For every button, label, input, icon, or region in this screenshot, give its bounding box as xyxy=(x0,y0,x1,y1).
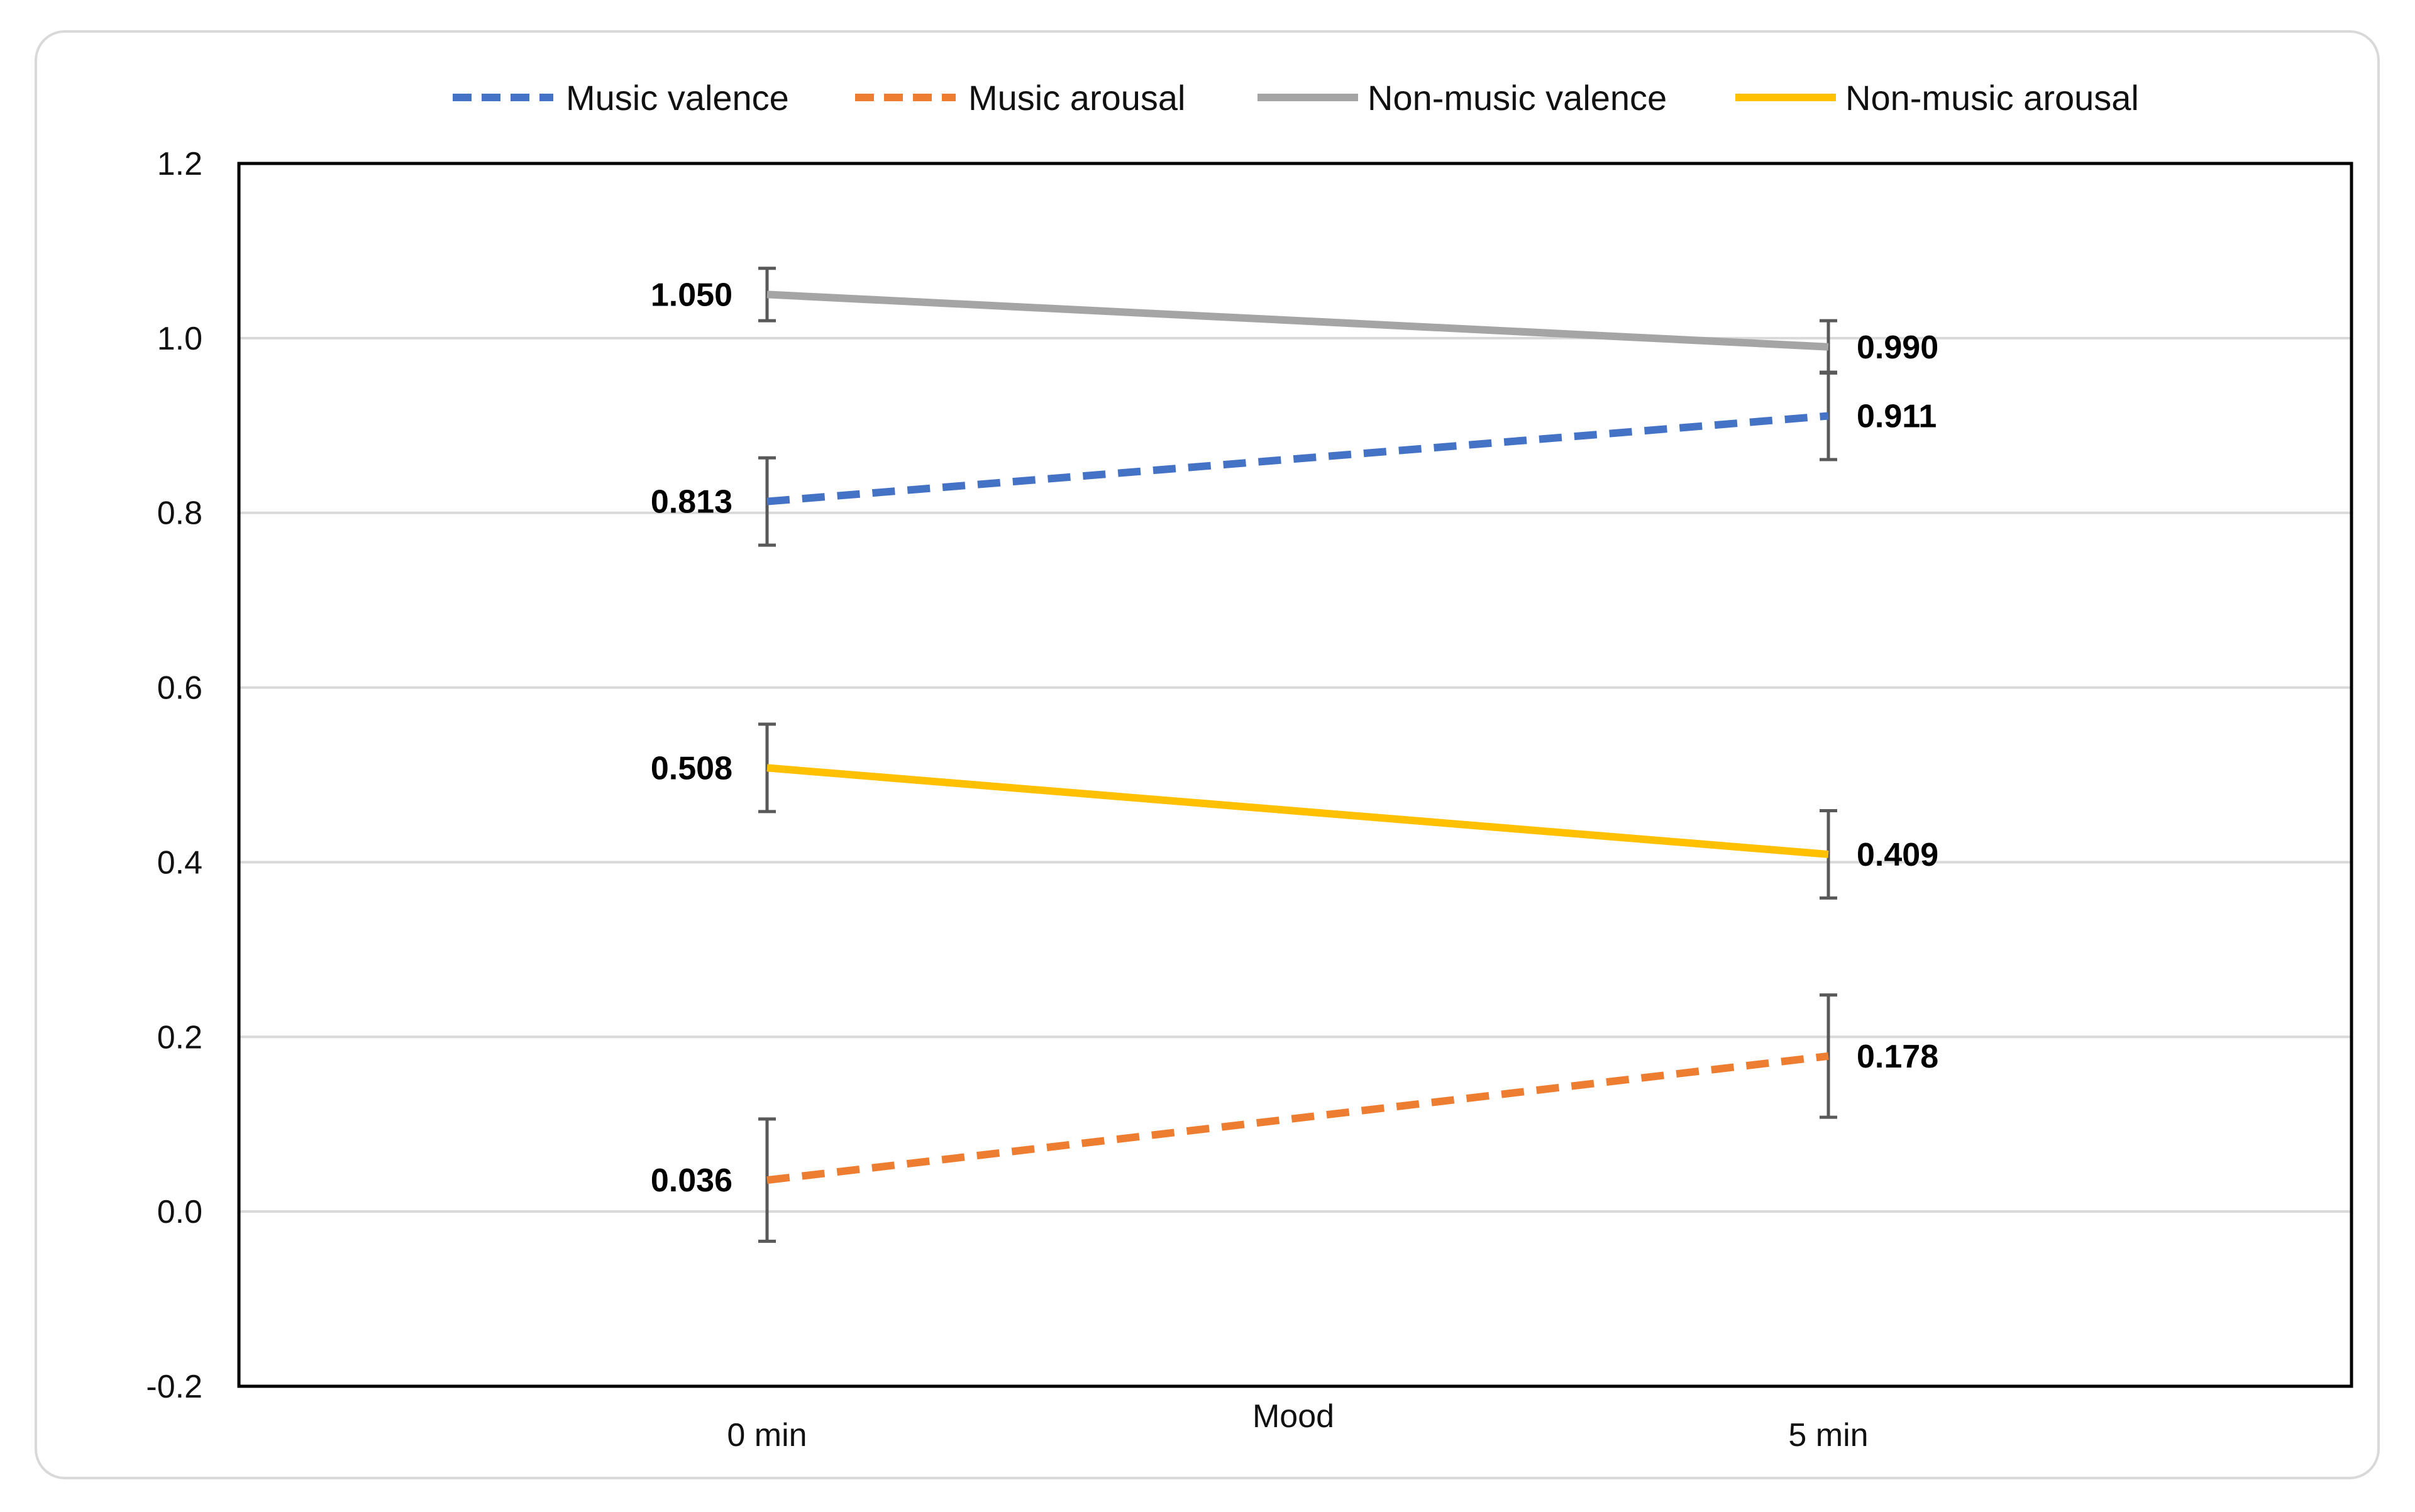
chart-frame xyxy=(35,30,2380,1479)
y-tick-label: 1.0 xyxy=(157,321,202,357)
legend-item: Non-music valence xyxy=(1257,78,1667,118)
data-label: 0.813 xyxy=(651,484,732,521)
y-tick-label: 0.4 xyxy=(157,844,202,881)
y-tick-label: -0.2 xyxy=(146,1369,202,1405)
legend-label: Non-music arousal xyxy=(1845,78,2139,118)
x-axis-title: Mood xyxy=(1252,1398,1334,1435)
x-tick-label: 5 min xyxy=(1788,1417,1868,1454)
y-tick-label: 0.2 xyxy=(157,1019,202,1056)
legend: Music valence Music arousal Non-music vale… xyxy=(453,78,2139,118)
data-label: 0.409 xyxy=(1857,837,1938,873)
data-label: 0.178 xyxy=(1857,1039,1938,1075)
legend-item: Music valence xyxy=(453,78,789,118)
data-label: 0.036 xyxy=(651,1162,732,1199)
series-line xyxy=(766,290,1829,351)
y-tick-label: 1.2 xyxy=(157,146,202,182)
data-label: 1.050 xyxy=(651,277,732,313)
y-tick-label: 0.8 xyxy=(157,495,202,532)
legend-label: Music valence xyxy=(566,78,789,118)
series-layer: 0.813 0.911 0.036 0.178 1.050 0.990 0.508 0.409 xyxy=(651,267,1938,1243)
legend-item: Music arousal xyxy=(855,78,1185,118)
data-label: 0.911 xyxy=(1857,399,1937,435)
plot-area-border xyxy=(237,162,2353,1388)
y-axis-ticks: -0.2 0.0 0.2 0.4 0.6 0.8 1.0 1.2 xyxy=(146,146,202,1405)
series-line xyxy=(766,1052,1829,1184)
legend-label: Non-music valence xyxy=(1368,78,1667,118)
x-axis-ticks: 0 min 5 min xyxy=(727,1417,1868,1454)
y-tick-label: 0.0 xyxy=(157,1194,202,1230)
series-line xyxy=(766,764,1829,858)
gridlines xyxy=(239,336,2351,1213)
data-label: 0.990 xyxy=(1857,329,1938,366)
data-label: 0.508 xyxy=(651,750,732,786)
y-tick-label: 0.6 xyxy=(157,670,202,707)
legend-label: Music arousal xyxy=(968,78,1185,118)
legend-item: Non-music arousal xyxy=(1735,78,2139,118)
x-tick-label: 0 min xyxy=(727,1417,807,1454)
series-line xyxy=(766,412,1829,505)
